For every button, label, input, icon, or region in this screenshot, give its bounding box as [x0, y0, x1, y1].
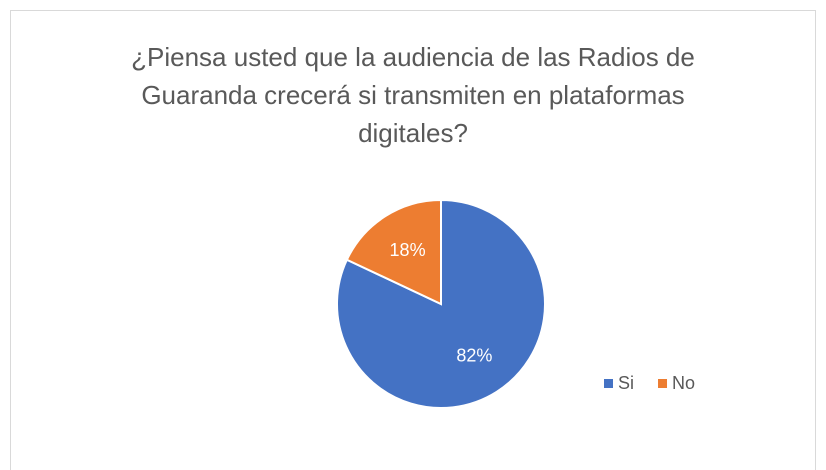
- chart-title: ¿Piensa usted que la audiencia de las Ra…: [131, 42, 695, 148]
- data-label: 82%: [456, 345, 492, 365]
- legend-swatch: [604, 379, 613, 388]
- legend-label: Si: [618, 373, 634, 393]
- pie-slice: [345, 198, 442, 306]
- legend-label: No: [672, 373, 695, 393]
- chart-border: [10, 10, 816, 470]
- data-label: 18%: [390, 240, 426, 260]
- legend-swatch: [658, 379, 668, 388]
